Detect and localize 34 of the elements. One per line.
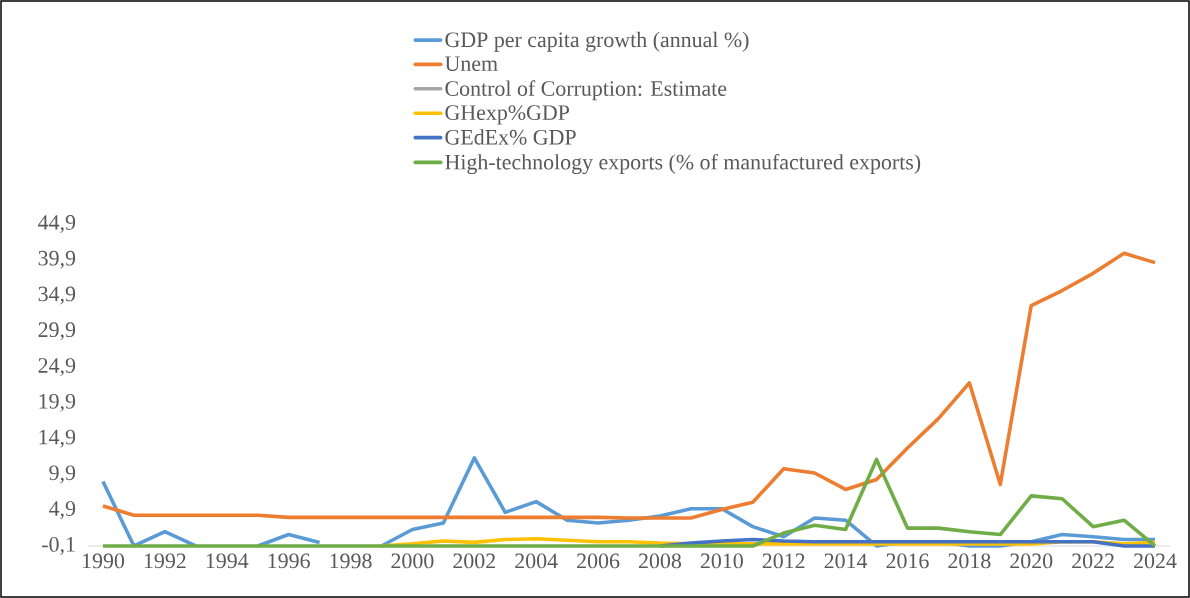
- x-tick-label: 1998: [330, 553, 372, 569]
- x-tick-label: 1992: [144, 553, 186, 569]
- x-tick-label: 1994: [206, 553, 249, 569]
- x-tick-label: 1990: [82, 553, 125, 569]
- x-tick-label: 2008: [638, 553, 682, 569]
- legend-label: Control of Corruption: Estimate: [445, 80, 727, 101]
- x-tick-label: 2006: [577, 553, 620, 569]
- x-tick-label: 2002: [453, 553, 495, 569]
- y-tick-label: 4,9: [49, 501, 76, 520]
- x-tick-label: 2010: [700, 553, 743, 569]
- x-tick-label: 2018: [948, 553, 991, 569]
- x-tick-label: 2020: [1010, 553, 1053, 569]
- x-tick-label: 2004: [515, 553, 558, 569]
- y-tick-label: 44,9: [38, 215, 76, 233]
- y-tick-label: 34,9: [38, 286, 76, 305]
- legend-label: High-technology exports (% of manufactured exports): [445, 153, 921, 175]
- y-tick-label: 14,9: [39, 429, 76, 448]
- legend-label: Unem: [444, 56, 498, 72]
- y-tick-label: 19,9: [39, 393, 76, 412]
- y-tick-label: 29,9: [38, 322, 76, 341]
- x-tick-label: 2024: [1134, 553, 1177, 569]
- x-tick-label: 1996: [268, 553, 310, 569]
- legend-label: GEdEx% GDP: [445, 129, 576, 145]
- x-tick-label: 2000: [391, 553, 434, 569]
- y-tick-label: 39,9: [38, 250, 76, 269]
- x-tick-label: 2012: [762, 553, 805, 569]
- x-tick-label: 2014: [824, 553, 868, 569]
- legend-label: GDP per capita growth (annual %): [445, 31, 749, 52]
- x-tick-label: 2016: [886, 553, 929, 569]
- y-tick-label: 9,9: [49, 465, 76, 484]
- y-tick-label: 24,9: [38, 358, 76, 377]
- legend-label: GHexp%GDP: [445, 105, 570, 125]
- y-tick-label: -0,1: [42, 537, 75, 555]
- x-tick-label: 2022: [1072, 553, 1114, 569]
